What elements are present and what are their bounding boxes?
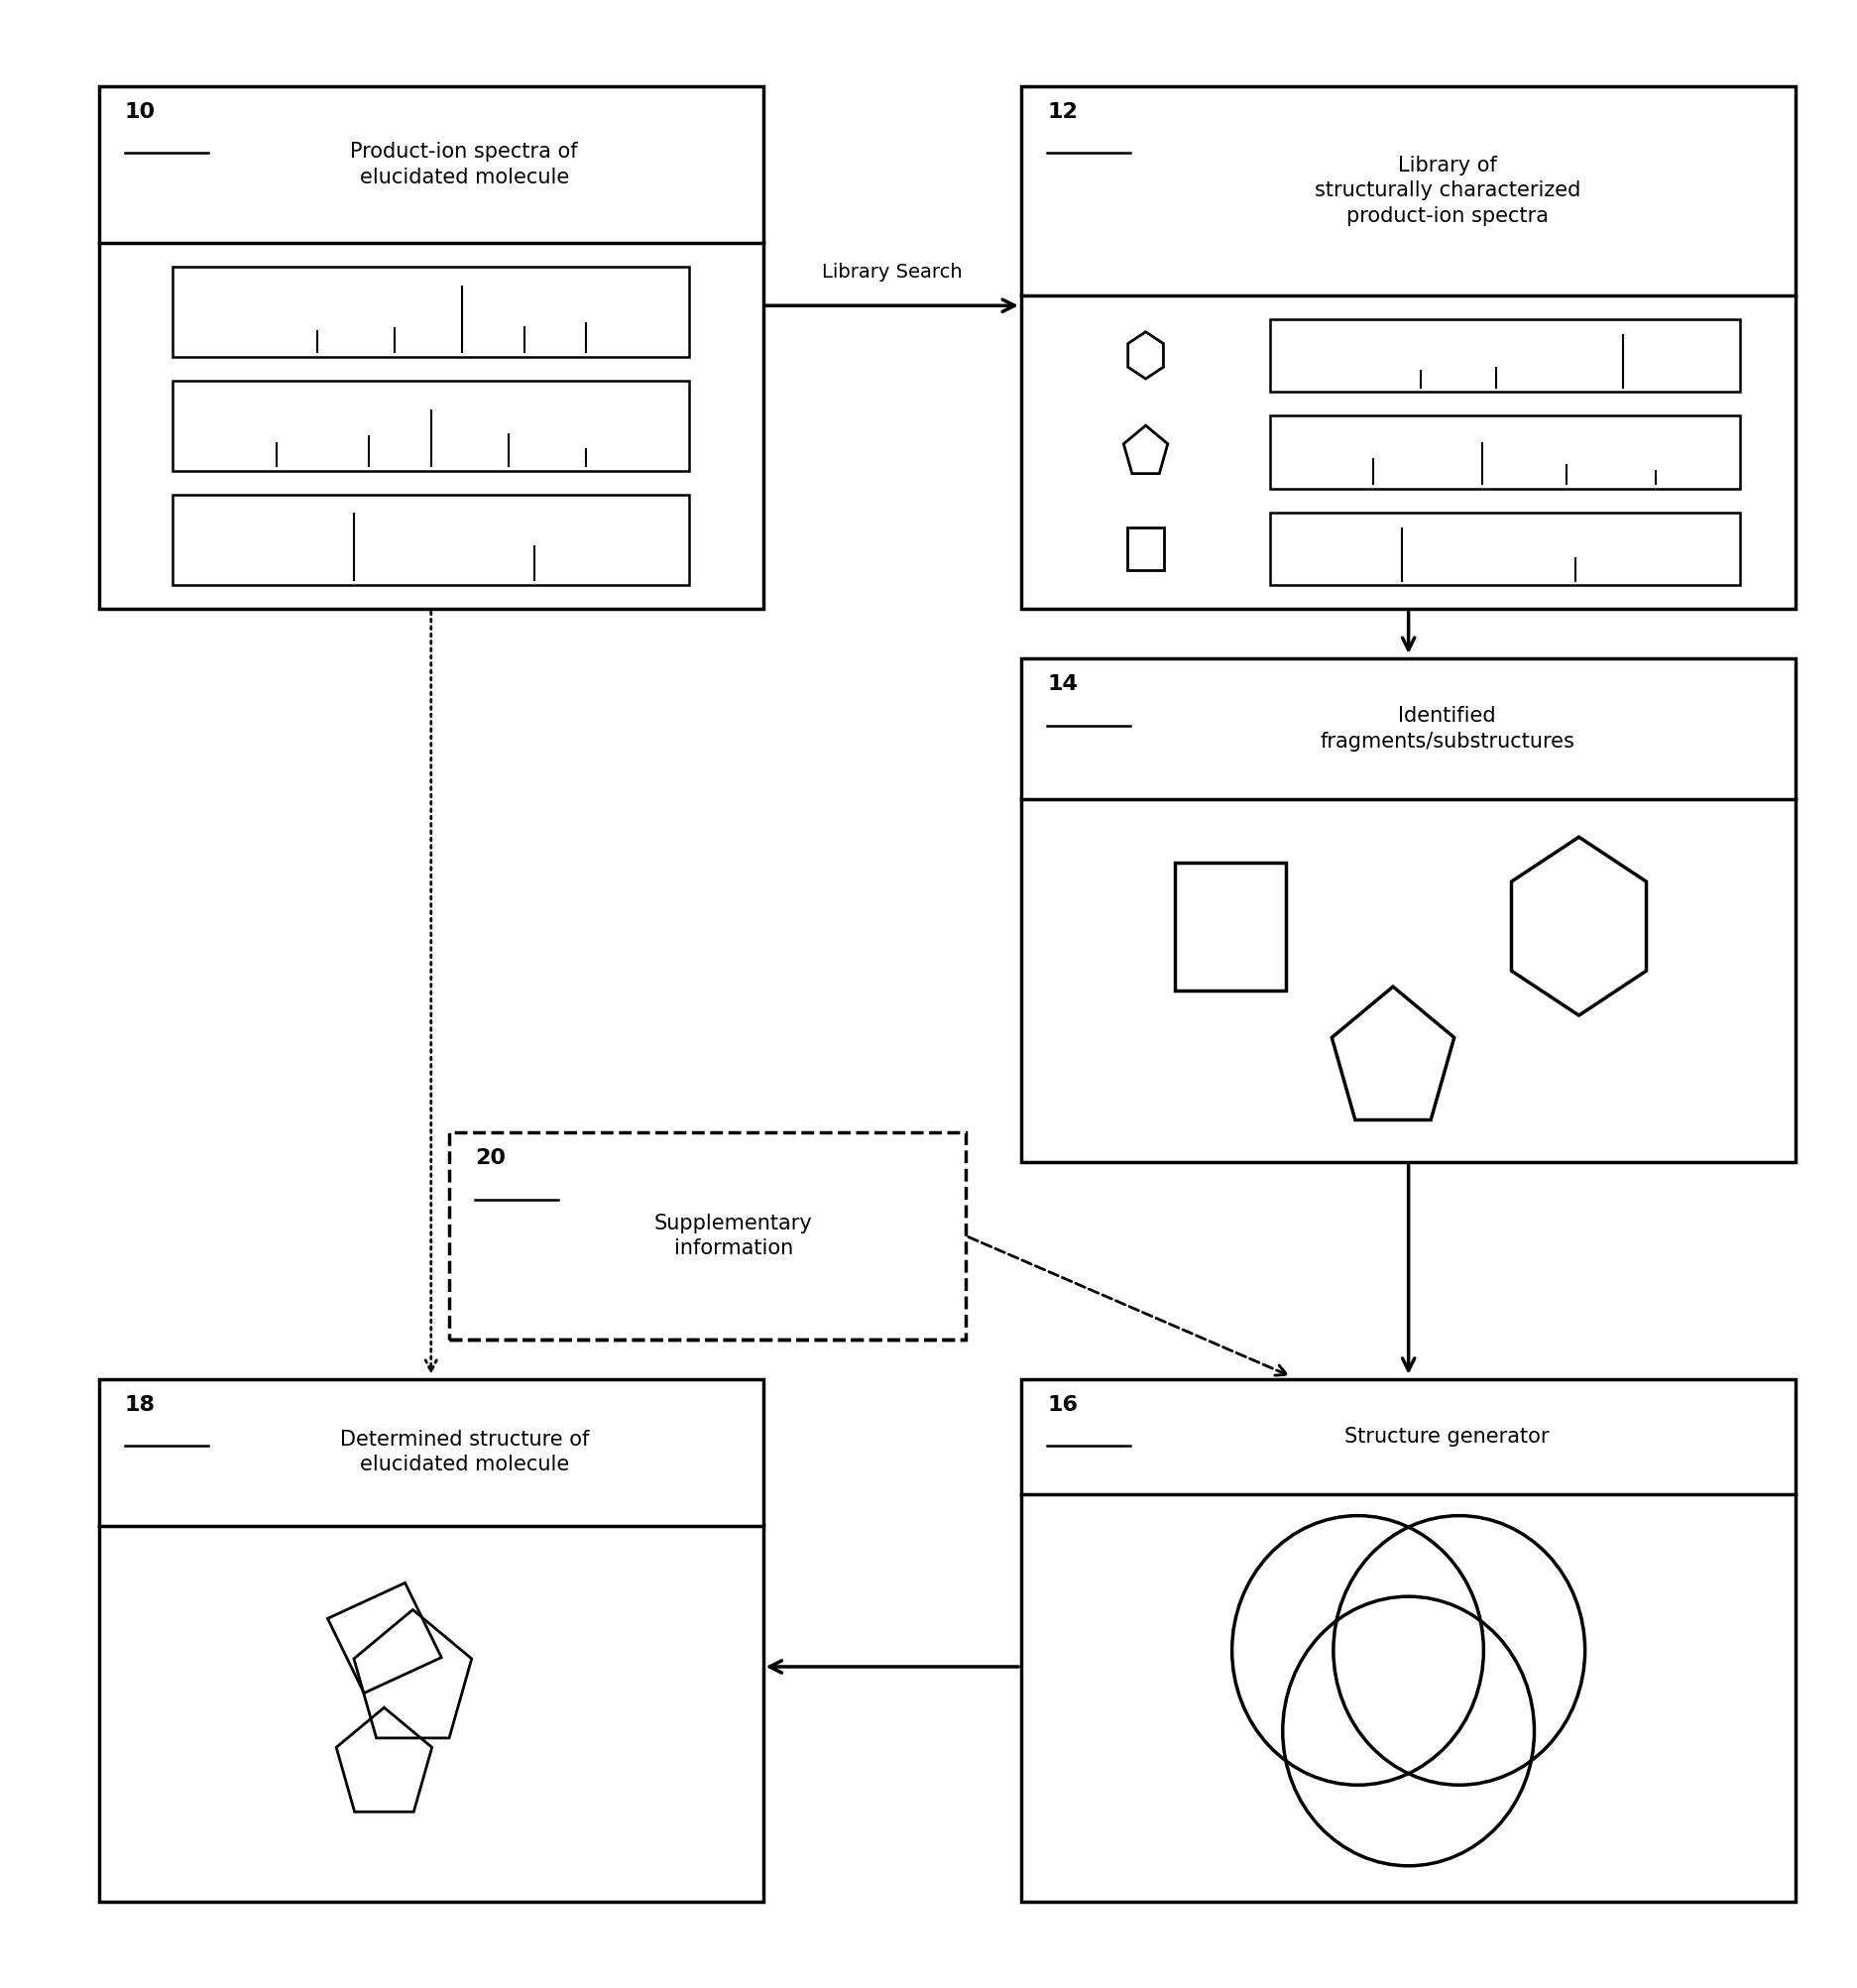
Text: Library Search: Library Search (821, 262, 962, 282)
Text: Structure generator: Structure generator (1344, 1427, 1549, 1447)
Text: Library of
structurally characterized
product-ion spectra: Library of structurally characterized pr… (1313, 155, 1580, 227)
Text: 18: 18 (124, 1396, 156, 1415)
Bar (1270, 318, 1740, 392)
Bar (1270, 415, 1740, 489)
Bar (173, 380, 689, 471)
Text: 10: 10 (124, 101, 156, 121)
Bar (1174, 863, 1285, 990)
Bar (449, 1133, 966, 1340)
Text: Product-ion spectra of
elucidated molecule: Product-ion spectra of elucidated molecu… (351, 141, 578, 187)
Bar (1021, 658, 1796, 1161)
Bar (1127, 527, 1164, 571)
Text: Identified
fragments/substructures: Identified fragments/substructures (1318, 706, 1573, 751)
Text: 20: 20 (475, 1147, 505, 1167)
Text: Supplementary
information: Supplementary information (654, 1213, 812, 1258)
Bar (1021, 1380, 1796, 1903)
Bar (98, 85, 763, 608)
Text: Determined structure of
elucidated molecule: Determined structure of elucidated molec… (340, 1429, 589, 1475)
Bar (173, 495, 689, 584)
Bar (173, 266, 689, 358)
Bar (98, 1380, 763, 1903)
Bar (1270, 513, 1740, 584)
Text: 12: 12 (1047, 101, 1077, 121)
Text: 14: 14 (1047, 674, 1077, 694)
Text: 16: 16 (1047, 1396, 1077, 1415)
Bar (1021, 85, 1796, 608)
